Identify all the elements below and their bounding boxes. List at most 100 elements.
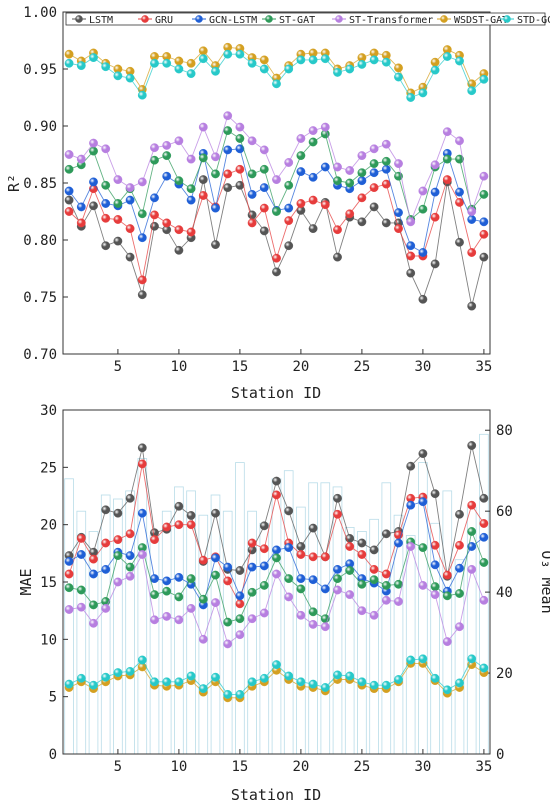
data-point-gru bbox=[296, 199, 306, 208]
series-std-gcn bbox=[64, 49, 489, 102]
o3-mean-bar bbox=[454, 559, 465, 755]
data-point-std-gcn bbox=[394, 72, 403, 82]
data-point-gcn-lstm bbox=[308, 575, 318, 585]
x-tick-label: 10 bbox=[170, 759, 187, 775]
data-point-gru bbox=[101, 213, 111, 223]
data-point-st-transformer bbox=[247, 614, 257, 624]
data-point-std-gcn bbox=[272, 660, 281, 669]
data-point-st-transformer bbox=[162, 612, 172, 621]
data-point-st-transformer bbox=[442, 637, 452, 646]
data-point-gcn-lstm bbox=[223, 562, 233, 572]
data-point-gcn-lstm bbox=[64, 186, 74, 196]
r2-y-ticks: 0.70 0.75 0.80 0.85 0.90 0.95 1.00 bbox=[23, 5, 68, 363]
data-point-gru bbox=[320, 200, 330, 210]
data-point-wsdst-gat bbox=[394, 63, 403, 73]
data-point-std-gcn bbox=[125, 667, 135, 676]
data-point-std-gcn bbox=[259, 673, 269, 683]
data-point-gru bbox=[333, 225, 342, 235]
x-tick-label: 35 bbox=[475, 759, 492, 775]
data-point-gcn-lstm bbox=[430, 560, 440, 570]
o3-mean-bar bbox=[332, 486, 343, 755]
data-point-gcn-lstm bbox=[272, 545, 281, 555]
data-point-st-transformer bbox=[137, 177, 147, 187]
series-std-gcn bbox=[64, 654, 489, 699]
data-point-lstm bbox=[186, 511, 196, 520]
data-point-st-gat bbox=[430, 582, 440, 591]
data-point-st-transformer bbox=[101, 144, 111, 154]
data-point-st-transformer bbox=[198, 634, 208, 644]
legend-box bbox=[65, 12, 546, 26]
data-point-gcn-lstm bbox=[430, 187, 440, 197]
data-point-st-transformer bbox=[137, 550, 147, 559]
y-tick-label: 0.95 bbox=[23, 62, 57, 78]
data-point-std-gcn bbox=[235, 690, 245, 699]
data-point-wsdst-gat bbox=[186, 58, 196, 68]
data-point-gru bbox=[369, 183, 379, 193]
data-point-st-gat bbox=[174, 592, 184, 602]
y-tick-label: 0.75 bbox=[23, 290, 57, 306]
mae-y-ticks: 0 5 10 15 20 25 30 bbox=[40, 403, 68, 763]
o3-mean-bar bbox=[442, 490, 453, 755]
data-point-st-transformer bbox=[467, 207, 477, 216]
data-point-st-transformer bbox=[89, 618, 98, 628]
mae-x-ticks: 5 10 15 20 25 30 35 bbox=[114, 749, 492, 775]
data-point-st-transformer bbox=[455, 622, 464, 632]
data-point-lstm bbox=[333, 252, 342, 262]
data-point-st-gat bbox=[125, 562, 135, 572]
data-point-st-gat bbox=[247, 587, 257, 597]
data-point-std-gcn bbox=[308, 55, 318, 65]
data-point-std-gcn bbox=[186, 671, 196, 681]
data-point-gcn-lstm bbox=[296, 167, 306, 177]
y-tick-label: 10 bbox=[40, 632, 57, 648]
data-point-st-transformer bbox=[235, 630, 245, 640]
r2-panel: 0.70 0.75 0.80 0.85 0.90 0.95 1.00 5 10 15 20 25 30… bbox=[5, 5, 550, 402]
series-gcn-lstm bbox=[64, 497, 489, 610]
data-point-st-gat bbox=[442, 591, 452, 601]
legend-item-wsdst-gat: WSDST-GAT bbox=[437, 15, 508, 26]
data-point-st-gat bbox=[64, 583, 74, 593]
data-point-st-gat bbox=[272, 553, 281, 563]
data-point-std-gcn bbox=[76, 61, 86, 70]
data-point-gcn-lstm bbox=[406, 241, 416, 251]
data-point-gru bbox=[442, 175, 452, 185]
data-point-st-gat bbox=[381, 581, 391, 590]
data-point-wsdst-gat bbox=[198, 46, 208, 56]
data-point-gru bbox=[357, 193, 367, 203]
legend-item-gru: GRU bbox=[138, 15, 173, 26]
data-point-lstm bbox=[369, 202, 379, 212]
data-point-gru bbox=[235, 164, 245, 174]
data-point-gru bbox=[113, 215, 123, 224]
data-point-gcn-lstm bbox=[235, 144, 245, 154]
data-point-st-gat bbox=[76, 585, 86, 595]
data-point-std-gcn bbox=[455, 56, 464, 66]
data-point-std-gcn bbox=[247, 58, 257, 68]
legend-label: LSTM bbox=[89, 15, 113, 26]
o3-mean-y-ticks: 0 20 40 60 80 bbox=[485, 423, 513, 763]
data-point-std-gcn bbox=[101, 62, 111, 72]
data-point-st-transformer bbox=[394, 597, 403, 606]
data-point-std-gcn bbox=[381, 57, 391, 67]
data-point-st-gat bbox=[369, 575, 379, 585]
o3-mean-bar bbox=[100, 494, 111, 755]
data-point-gcn-lstm bbox=[406, 500, 416, 510]
data-point-st-transformer bbox=[381, 595, 391, 605]
data-point-st-gat bbox=[357, 168, 367, 178]
data-point-st-gat bbox=[235, 134, 245, 143]
data-point-gru bbox=[479, 519, 489, 528]
legend-item-st-transformer: ST-Transformer bbox=[332, 15, 433, 26]
data-point-st-gat bbox=[150, 590, 159, 599]
data-point-st-transformer bbox=[64, 150, 74, 159]
o3-mean-bar bbox=[210, 494, 221, 755]
data-point-st-gat bbox=[345, 178, 355, 188]
data-point-gcn-lstm bbox=[162, 576, 172, 586]
data-point-st-transformer bbox=[406, 217, 416, 227]
data-point-wsdst-gat bbox=[174, 56, 184, 66]
series-st-transformer bbox=[64, 542, 489, 649]
data-point-gru bbox=[223, 576, 233, 586]
data-point-gru bbox=[223, 169, 233, 179]
y2-tick-label: 80 bbox=[496, 423, 513, 439]
data-point-lstm bbox=[455, 509, 464, 519]
data-point-gcn-lstm bbox=[394, 538, 403, 548]
data-point-lstm bbox=[381, 218, 391, 228]
data-point-st-gat bbox=[174, 176, 184, 186]
